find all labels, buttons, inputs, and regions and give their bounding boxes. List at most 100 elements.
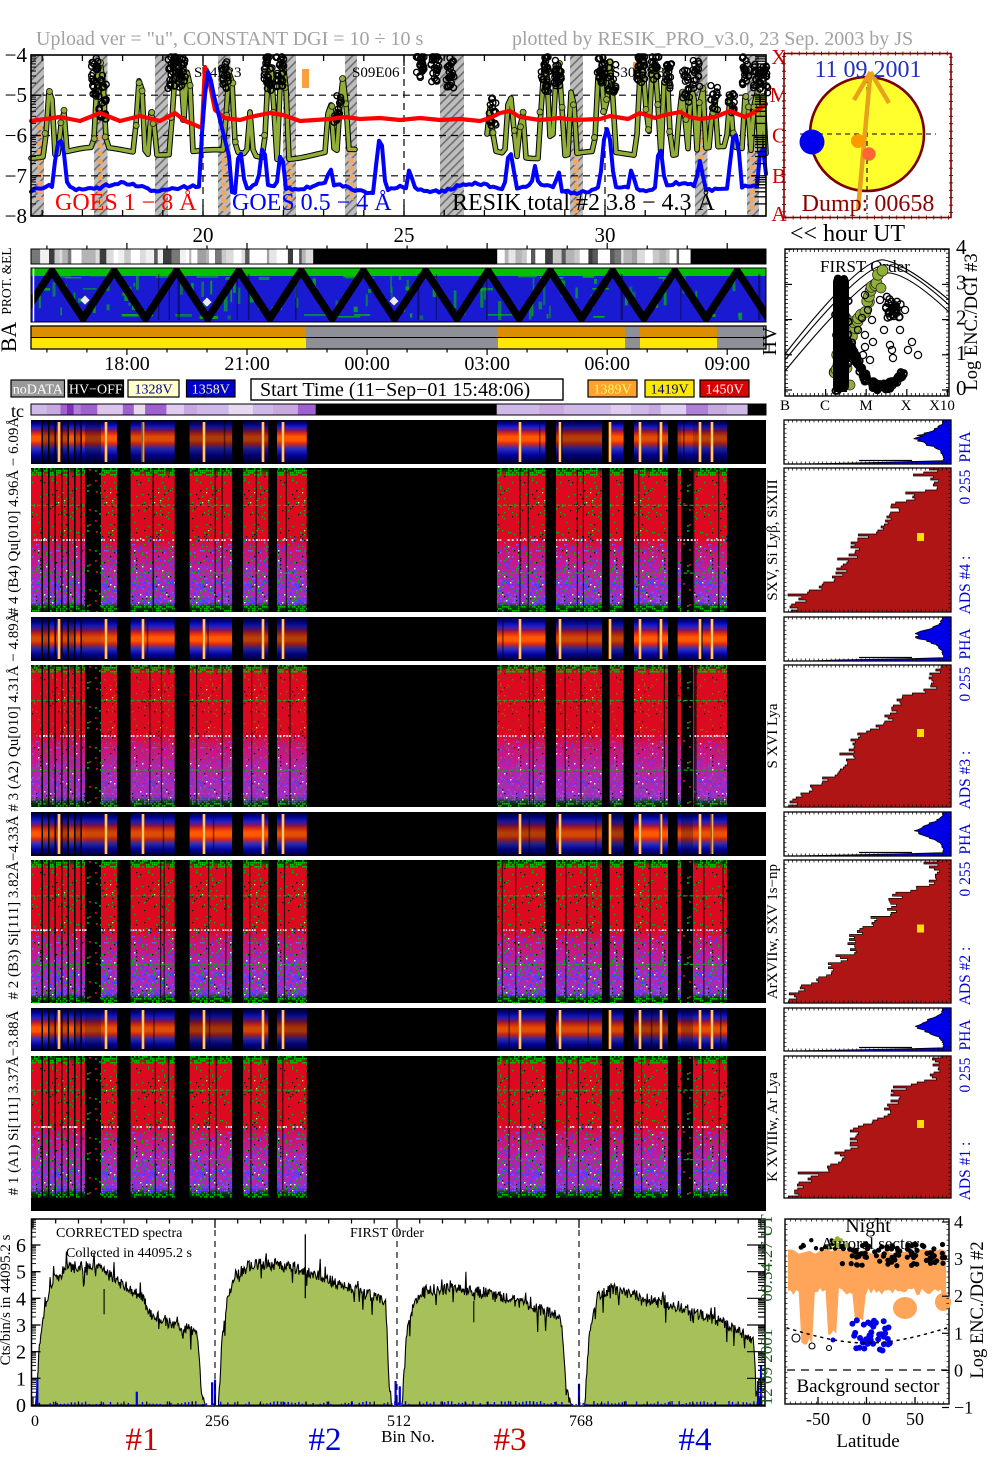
svg-text:M: M <box>859 398 872 414</box>
svg-text:PHA: PHA <box>957 431 974 463</box>
svg-text:Log ENC./DGI #3: Log ENC./DGI #3 <box>962 253 982 390</box>
svg-text:1450V: 1450V <box>705 383 743 398</box>
svg-text:PROT. &EL: PROT. &EL <box>0 247 14 314</box>
svg-text:Auroral sector: Auroral sector <box>821 1234 919 1253</box>
svg-text:1358V: 1358V <box>192 383 230 398</box>
svg-text:ADS #2 :: ADS #2 : <box>957 947 974 1006</box>
svg-text:1: 1 <box>954 1323 963 1343</box>
svg-text:<< hour UT: << hour UT <box>790 221 905 247</box>
svg-text:1328V: 1328V <box>134 383 172 398</box>
svg-text:PHA: PHA <box>957 823 974 855</box>
svg-text:GOES 1 − 8 Å: GOES 1 − 8 Å <box>55 190 197 216</box>
svg-text:20: 20 <box>193 223 214 247</box>
svg-text:# 2 (B3) Si[111] 3.82Å−4.33Å: # 2 (B3) Si[111] 3.82Å−4.33Å <box>6 815 22 999</box>
svg-text:C: C <box>820 398 830 414</box>
svg-text:ArXVIIw, SXV 1s−np: ArXVIIw, SXV 1s−np <box>765 864 781 999</box>
svg-text:Collected in 44095.2 s: Collected in 44095.2 s <box>66 1246 192 1261</box>
svg-text:0: 0 <box>31 1413 39 1430</box>
svg-text:B: B <box>780 398 790 414</box>
svg-text:#2: #2 <box>309 1422 342 1458</box>
svg-text:tc: tc <box>11 401 24 421</box>
svg-text:Start Time (11−Sep−01 15:48:06: Start Time (11−Sep−01 15:48:06) <box>260 379 530 401</box>
svg-text:Latitude: Latitude <box>836 1431 899 1452</box>
svg-text:−5: −5 <box>5 83 27 107</box>
svg-text:3: 3 <box>954 1249 963 1269</box>
svg-text:HV: HV <box>759 326 781 355</box>
svg-text:#4: #4 <box>679 1422 712 1458</box>
svg-text:50: 50 <box>906 1409 924 1429</box>
svg-text:Cts/bin/s in 44095.2 s: Cts/bin/s in 44095.2 s <box>0 1234 14 1365</box>
svg-text:25: 25 <box>394 223 415 247</box>
svg-text:00:00: 00:00 <box>344 353 390 375</box>
svg-text:Upload ver = "u", CONSTANT DG: Upload ver = "u", CONSTANT DGI = 10 ÷ 10… <box>36 28 424 50</box>
svg-text:3: 3 <box>956 270 967 294</box>
svg-text:256: 256 <box>205 1413 229 1430</box>
svg-text:RESIK total #2 3.8 − 4.3 Å: RESIK total #2 3.8 − 4.3 Å <box>452 190 716 216</box>
svg-text:# 1 (A1) Si[111] 3.37Å−3.88Å: # 1 (A1) Si[111] 3.37Å−3.88Å <box>6 1010 22 1195</box>
svg-text:Background sector: Background sector <box>797 1376 941 1397</box>
svg-text:#1: #1 <box>126 1422 159 1458</box>
svg-text:0 255: 0 255 <box>957 666 974 701</box>
svg-text:X10: X10 <box>929 398 955 414</box>
svg-text:4: 4 <box>16 1288 26 1310</box>
svg-text:1389V: 1389V <box>593 383 631 398</box>
svg-text:S XVI Lya: S XVI Lya <box>765 703 781 768</box>
svg-text:X: X <box>771 45 786 69</box>
svg-text:4: 4 <box>954 1212 963 1232</box>
svg-text:S24E23: S24E23 <box>194 65 242 81</box>
svg-text:-50: -50 <box>806 1409 830 1429</box>
svg-text:0 255: 0 255 <box>957 1057 974 1092</box>
svg-text:30: 30 <box>595 223 616 247</box>
svg-text:Log ENC./DGI #2: Log ENC./DGI #2 <box>968 1241 988 1378</box>
svg-text:GOES 0.5 − 4 Å: GOES 0.5 − 4 Å <box>232 190 392 216</box>
svg-text:BA: BA <box>0 322 21 353</box>
svg-text:06:00: 06:00 <box>584 353 630 375</box>
svg-text:noDATA: noDATA <box>13 383 64 398</box>
svg-text:1419V: 1419V <box>650 383 688 398</box>
svg-text:X: X <box>901 398 912 414</box>
svg-text:0: 0 <box>954 1360 963 1380</box>
svg-text:5: 5 <box>16 1262 26 1284</box>
svg-text:3: 3 <box>16 1315 26 1337</box>
svg-text:PHA: PHA <box>957 628 974 660</box>
svg-text:1: 1 <box>16 1368 26 1390</box>
svg-text:PHA: PHA <box>957 1019 974 1051</box>
svg-text:21:00: 21:00 <box>224 353 270 375</box>
svg-text:0: 0 <box>862 1409 871 1429</box>
svg-text:00:54:27 UT: 00:54:27 UT <box>757 1214 776 1302</box>
svg-text:S09E06: S09E06 <box>352 65 400 81</box>
svg-text:ADS #3 :: ADS #3 : <box>957 751 974 810</box>
svg-text:CORRECTED spectra: CORRECTED spectra <box>56 1226 183 1241</box>
svg-text:12 09 2001: 12 09 2001 <box>757 1329 776 1406</box>
svg-text:2: 2 <box>16 1342 26 1364</box>
svg-text:K XVIIIw, Ar Lya: K XVIIIw, Ar Lya <box>765 1072 781 1182</box>
svg-text:# 4 (B4) Qu[010] 4.96Å − 6.09Å: # 4 (B4) Qu[010] 4.96Å − 6.09Å <box>6 417 22 616</box>
svg-text:0 255: 0 255 <box>957 861 974 896</box>
svg-text:03:00: 03:00 <box>464 353 510 375</box>
svg-text:512: 512 <box>387 1413 411 1430</box>
svg-text:#3: #3 <box>494 1422 527 1458</box>
svg-text:11 09 2001: 11 09 2001 <box>814 57 921 83</box>
svg-text:Bin No.: Bin No. <box>381 1427 435 1446</box>
svg-text:Night: Night <box>845 1215 891 1237</box>
svg-text:768: 768 <box>569 1413 593 1430</box>
svg-text:−7: −7 <box>5 164 27 188</box>
svg-text:−6: −6 <box>5 124 27 148</box>
svg-text:0: 0 <box>956 376 967 400</box>
svg-text:2: 2 <box>956 306 967 330</box>
svg-text:−8: −8 <box>5 204 27 228</box>
svg-text:2: 2 <box>954 1286 963 1306</box>
svg-text:ADS #1 :: ADS #1 : <box>957 1142 974 1201</box>
svg-text:SXV, Si Lyβ, SiXIII: SXV, Si Lyβ, SiXIII <box>765 479 781 600</box>
svg-text:0 255: 0 255 <box>957 469 974 504</box>
svg-text:# 3 (A2) Qu[010] 4.31Å − 4.89Å: # 3 (A2) Qu[010] 4.31Å − 4.89Å <box>6 612 22 811</box>
svg-text:plotted by RESIK_PRO_v3.0, 23: plotted by RESIK_PRO_v3.0, 23 Sep. 2003 … <box>512 28 913 50</box>
svg-text:4: 4 <box>956 235 967 259</box>
svg-text:FIRST Order: FIRST Order <box>820 257 910 276</box>
svg-text:18:00: 18:00 <box>104 353 150 375</box>
svg-text:09:00: 09:00 <box>705 353 751 375</box>
svg-text:−4: −4 <box>5 43 28 67</box>
svg-text:C: C <box>772 124 786 148</box>
svg-text:HV−OFF: HV−OFF <box>69 383 123 398</box>
svg-text:−1: −1 <box>954 1398 973 1418</box>
